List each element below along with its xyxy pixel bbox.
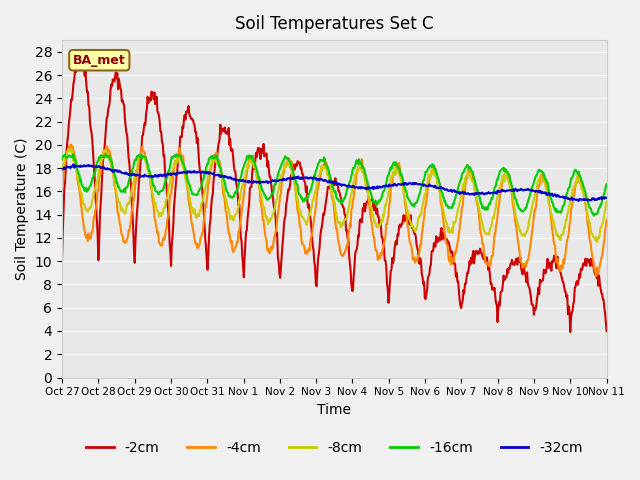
Title: Soil Temperatures Set C: Soil Temperatures Set C [235, 15, 433, 33]
Legend: -2cm, -4cm, -8cm, -16cm, -32cm: -2cm, -4cm, -8cm, -16cm, -32cm [80, 435, 588, 460]
X-axis label: Time: Time [317, 403, 351, 417]
Text: BA_met: BA_met [73, 54, 125, 67]
Y-axis label: Soil Temperature (C): Soil Temperature (C) [15, 138, 29, 280]
